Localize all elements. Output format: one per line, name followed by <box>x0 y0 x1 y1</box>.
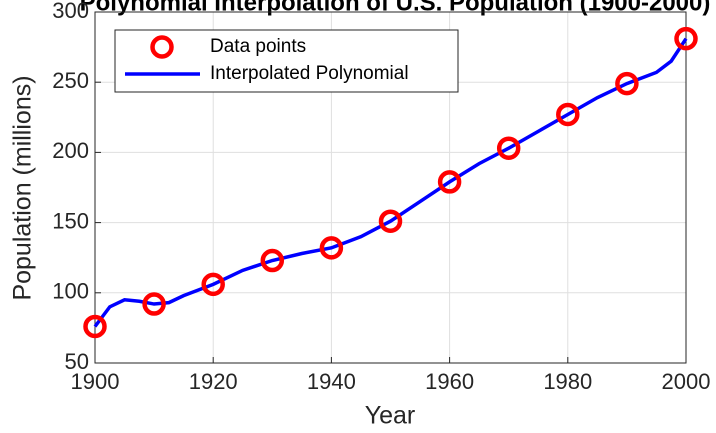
y-axis-label: Population (millions) <box>9 75 37 300</box>
data-point <box>201 272 225 297</box>
data-point <box>437 170 462 194</box>
data-point <box>319 236 344 260</box>
x-tick-label: 1980 <box>543 369 592 394</box>
legend-box <box>114 29 459 93</box>
data-point <box>674 26 698 51</box>
y-tick-label: 250 <box>52 68 89 93</box>
legend-marker <box>150 35 174 59</box>
y-tick-label: 50 <box>65 349 89 374</box>
legend-label: Data points <box>210 36 306 57</box>
data-point <box>260 248 285 273</box>
x-tick-label: 1920 <box>189 369 238 394</box>
data-point <box>615 71 639 96</box>
data-point <box>496 136 521 160</box>
chart-title: Polynomial Interpolation of U.S. Populat… <box>80 0 711 16</box>
legend-label: Interpolated Polynomial <box>210 63 409 84</box>
x-tick-label: 1940 <box>307 369 356 394</box>
data-point <box>83 314 107 339</box>
data-point <box>378 209 403 233</box>
x-tick-label: 1900 <box>71 369 120 394</box>
x-tick-label: 1960 <box>425 369 474 394</box>
x-tick-label: 2000 <box>662 369 711 394</box>
y-tick-label: 150 <box>52 208 89 233</box>
plot-frame <box>94 11 687 364</box>
y-tick-label: 300 <box>52 0 89 23</box>
y-tick-label: 100 <box>52 279 89 304</box>
data-point <box>142 292 166 316</box>
x-axis-label: Year <box>365 402 416 430</box>
data-point <box>556 102 580 127</box>
y-tick-label: 200 <box>52 138 89 163</box>
